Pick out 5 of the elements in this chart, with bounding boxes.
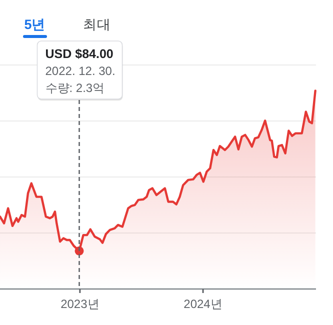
text: 2022. 12. 30. [45,64,116,78]
text: 최대 [83,17,111,32]
annotation: 수량: 2.3억 [45,81,105,95]
text: USD $84.00 [45,47,114,61]
text: 5년 [24,17,46,32]
